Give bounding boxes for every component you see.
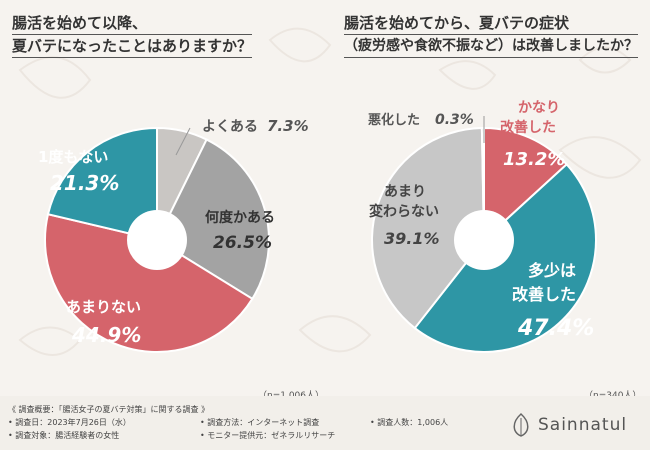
value-tasho: 47.4% <box>517 316 594 341</box>
left-slice-1 <box>155 138 270 301</box>
label-tasho-line2: 改善した <box>512 285 576 304</box>
value-kanari: 13.2% <box>503 149 565 170</box>
label-akka: 悪化した <box>368 112 420 128</box>
pie-charts: よくある 7.3% 何度かある 26.5% あまりない 44.9% 1度もない … <box>38 100 597 353</box>
value-ichido: 21.3% <box>50 171 119 195</box>
label-ichido: 1度もない <box>38 148 108 166</box>
left-pie <box>44 126 270 353</box>
survey-footer: 《 調査概要：「腸活女子の夏バテ対策」に関する調査 》 • 調査日：2023年7… <box>0 396 650 450</box>
survey-overview: 《 調査概要：「腸活女子の夏バテ対策」に関する調査 》 <box>8 405 210 414</box>
label-kanari-line2: 改善した <box>500 119 556 136</box>
right-slice-0 <box>483 126 569 243</box>
label-nandoka: 何度かある <box>205 209 275 226</box>
right-chart-title: 腸活を始めてから、夏バテの症状 （疲労感や食欲不振など）は改善しましたか？ <box>344 12 638 58</box>
value-yokuaru: 7.3% <box>267 117 309 135</box>
background-leaves <box>18 27 642 356</box>
leader-line <box>175 127 191 156</box>
value-nandoka: 26.5% <box>213 233 272 253</box>
survey-method: • 調査方法：インターネット調査 <box>200 418 320 427</box>
survey-target: • 調査対象：腸活経験者の女性 <box>8 431 120 440</box>
survey-count: • 調査人数：1,006人 <box>370 418 449 427</box>
label-amari-line2: 変わらない <box>369 203 439 220</box>
left-title-line1: 腸活を始めて以降、 <box>12 12 253 35</box>
label-kanari-line1: かなり <box>518 100 560 116</box>
left-slice-3 <box>46 126 158 242</box>
right-donut-hole <box>454 210 514 270</box>
label-tasho-line1: 多少は <box>528 261 576 280</box>
label-amarinai: あまりない <box>66 298 141 316</box>
right-slice-2 <box>371 127 486 330</box>
leaf-logo-icon <box>513 412 529 437</box>
left-chart-title: 腸活を始めて以降、 夏バテになったことはありますか？ <box>12 12 253 58</box>
label-yokuaru: よくある <box>202 119 258 135</box>
left-donut-hole <box>127 210 187 270</box>
brand-logo: Sainnatul <box>510 412 627 438</box>
left-slice-2 <box>44 212 254 353</box>
value-amari: 39.1% <box>384 229 440 248</box>
value-akka: 0.3% <box>435 112 474 128</box>
value-amarinai: 44.9% <box>71 323 141 347</box>
label-amari-line1: あまり <box>384 184 426 200</box>
left-title-line2: 夏バテになったことはありますか？ <box>12 35 253 58</box>
survey-provider: • モニター提供元：ゼネラルリサーチ <box>200 431 336 440</box>
brand-name: Sainnatul <box>538 415 628 435</box>
survey-date: • 調査日：2023年7月26日（水） <box>8 418 131 427</box>
right-title-line2: （疲労感や食欲不振など）は改善しましたか？ <box>344 35 638 58</box>
right-title-line1: 腸活を始めてから、夏バテの症状 <box>344 12 638 35</box>
